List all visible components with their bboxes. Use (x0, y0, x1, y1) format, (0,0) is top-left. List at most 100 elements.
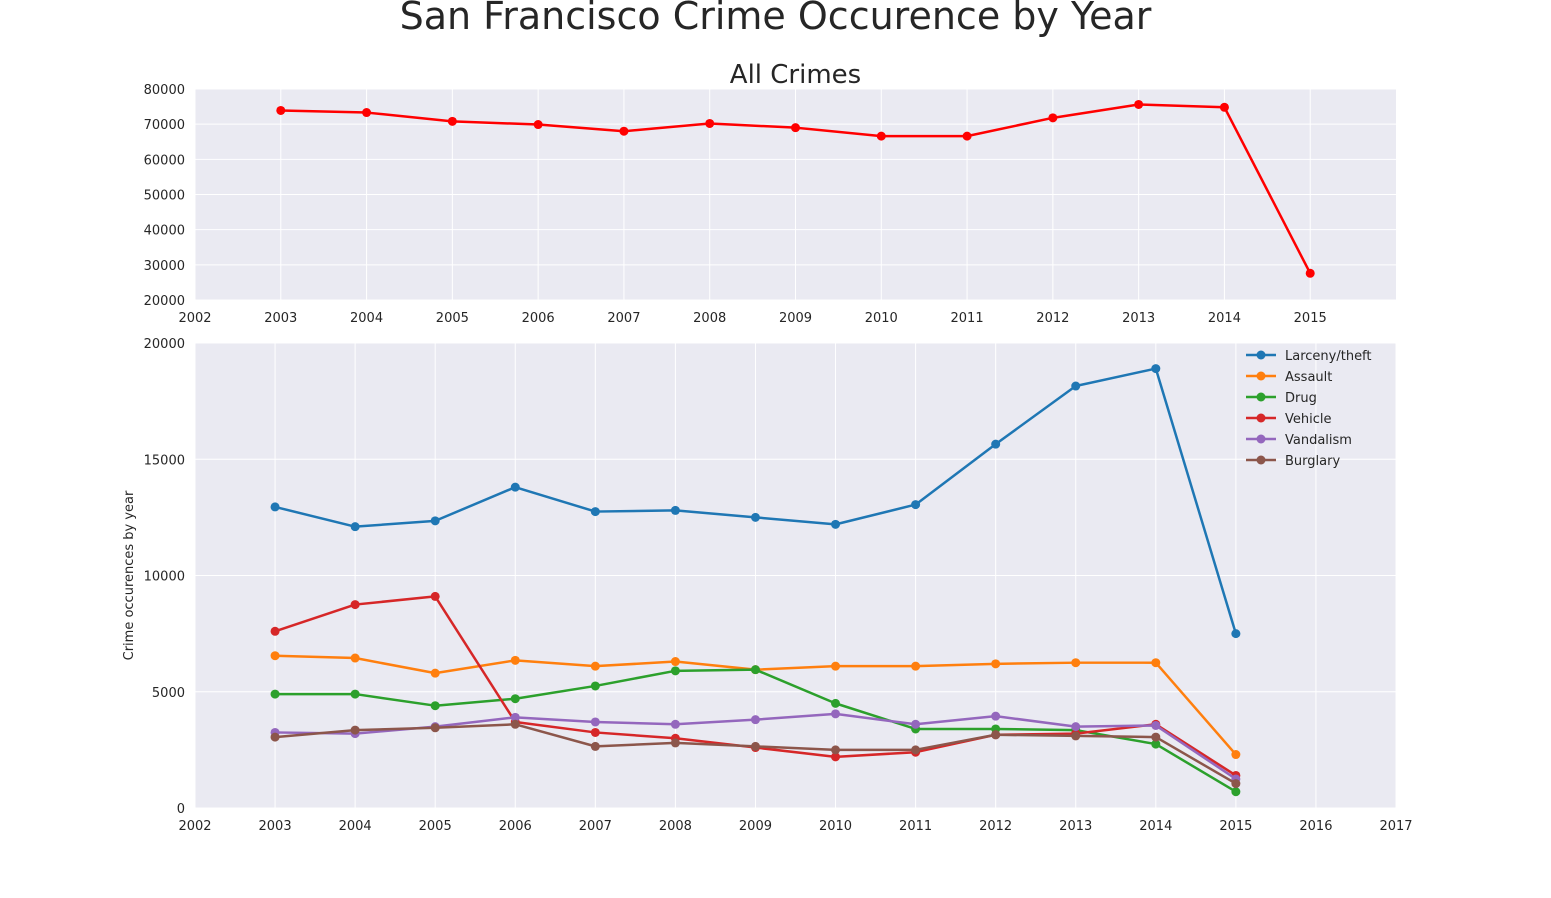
data-point (590, 507, 600, 517)
data-point (590, 681, 600, 691)
data-point (1231, 629, 1241, 639)
chart-title: All Crimes (730, 60, 861, 90)
x-tick-label: 2006 (522, 311, 555, 326)
data-point (750, 741, 760, 751)
x-tick-label: 2009 (739, 819, 772, 834)
y-tick-label: 50000 (144, 189, 185, 204)
legend-label: Vandalism (1285, 433, 1352, 448)
x-tick-label: 2003 (264, 311, 297, 326)
data-point (270, 732, 280, 742)
data-point (831, 519, 841, 529)
x-tick-label: 2004 (339, 819, 372, 834)
data-point (962, 131, 972, 141)
data-point (876, 131, 886, 141)
data-point (510, 712, 520, 722)
data-point (1231, 779, 1241, 789)
x-tick-label: 2003 (259, 819, 292, 834)
data-point (276, 105, 286, 115)
data-point (590, 727, 600, 737)
data-point (705, 118, 715, 128)
data-point (1134, 99, 1144, 109)
legend-label: Assault (1285, 370, 1332, 385)
x-tick-label: 2007 (607, 311, 640, 326)
x-tick-label: 2002 (178, 819, 211, 834)
y-tick-label: 70000 (144, 118, 185, 133)
data-point (791, 123, 800, 133)
data-point (270, 626, 280, 636)
data-point (911, 719, 921, 729)
x-tick-label: 2002 (178, 311, 211, 326)
x-tick-label: 2008 (659, 819, 692, 834)
data-point (831, 698, 841, 708)
x-tick-label: 2015 (1294, 311, 1327, 326)
data-point (670, 666, 680, 676)
data-point (1219, 102, 1229, 112)
x-tick-label: 2010 (819, 819, 852, 834)
data-point (590, 661, 600, 671)
x-tick-label: 2005 (419, 819, 452, 834)
x-tick-label: 2006 (499, 819, 532, 834)
legend-label: Vehicle (1285, 412, 1332, 427)
data-point (831, 661, 841, 671)
data-point (911, 661, 921, 671)
data-point (1231, 787, 1241, 797)
y-tick-label: 20000 (144, 294, 185, 309)
data-point (1231, 750, 1241, 760)
data-point (1151, 732, 1161, 742)
data-point (991, 711, 1001, 721)
data-point (430, 723, 440, 733)
data-point (350, 600, 360, 610)
y-tick-label: 15000 (144, 453, 185, 468)
data-point (1151, 364, 1161, 374)
data-point (1048, 113, 1058, 123)
legend-label: Drug (1285, 391, 1317, 406)
data-point (831, 709, 841, 719)
y-tick-label: 80000 (144, 83, 185, 98)
data-point (911, 500, 921, 510)
data-point (270, 502, 280, 512)
data-point (911, 745, 921, 755)
data-point (991, 439, 1001, 449)
data-point (991, 730, 1001, 740)
data-point (750, 665, 760, 675)
x-tick-label: 2017 (1379, 819, 1412, 834)
data-point (533, 120, 543, 130)
y-tick-label: 60000 (144, 153, 185, 168)
data-point (1305, 268, 1315, 278)
y-tick-label: 20000 (144, 337, 185, 352)
data-point (447, 116, 457, 126)
data-point (1151, 658, 1161, 668)
x-tick-label: 2014 (1139, 819, 1172, 834)
x-tick-label: 2004 (350, 311, 383, 326)
x-tick-label: 2013 (1059, 819, 1092, 834)
data-point (1071, 722, 1081, 732)
x-tick-label: 2011 (899, 819, 932, 834)
data-point (750, 512, 760, 522)
data-point (1151, 739, 1161, 749)
data-point (430, 701, 440, 711)
legend-marker (1256, 413, 1266, 423)
data-point (510, 719, 520, 729)
data-point (590, 741, 600, 751)
x-tick-label: 2009 (779, 311, 812, 326)
x-tick-label: 2012 (979, 819, 1012, 834)
data-point (350, 653, 360, 663)
x-tick-label: 2014 (1208, 311, 1241, 326)
legend-label: Larceny/theft (1285, 349, 1372, 364)
data-point (831, 752, 841, 762)
data-point (510, 694, 520, 704)
data-point (670, 719, 680, 729)
y-tick-label: 30000 (144, 259, 185, 274)
all-crimes-chart: 2002 2003 2004 2005 2006 2007 2008 2009 2010 2011… (144, 60, 1396, 326)
y-tick-label: 10000 (144, 570, 185, 585)
data-point (430, 516, 440, 526)
data-point (670, 657, 680, 667)
legend-marker (1256, 371, 1266, 381)
data-point (270, 651, 280, 661)
y-tick-label: 5000 (152, 686, 185, 701)
data-point (430, 668, 440, 678)
data-point (1071, 381, 1081, 391)
x-tick-label: 2015 (1219, 819, 1252, 834)
legend-label: Burglary (1285, 454, 1340, 469)
y-tick-label: 40000 (144, 224, 185, 239)
